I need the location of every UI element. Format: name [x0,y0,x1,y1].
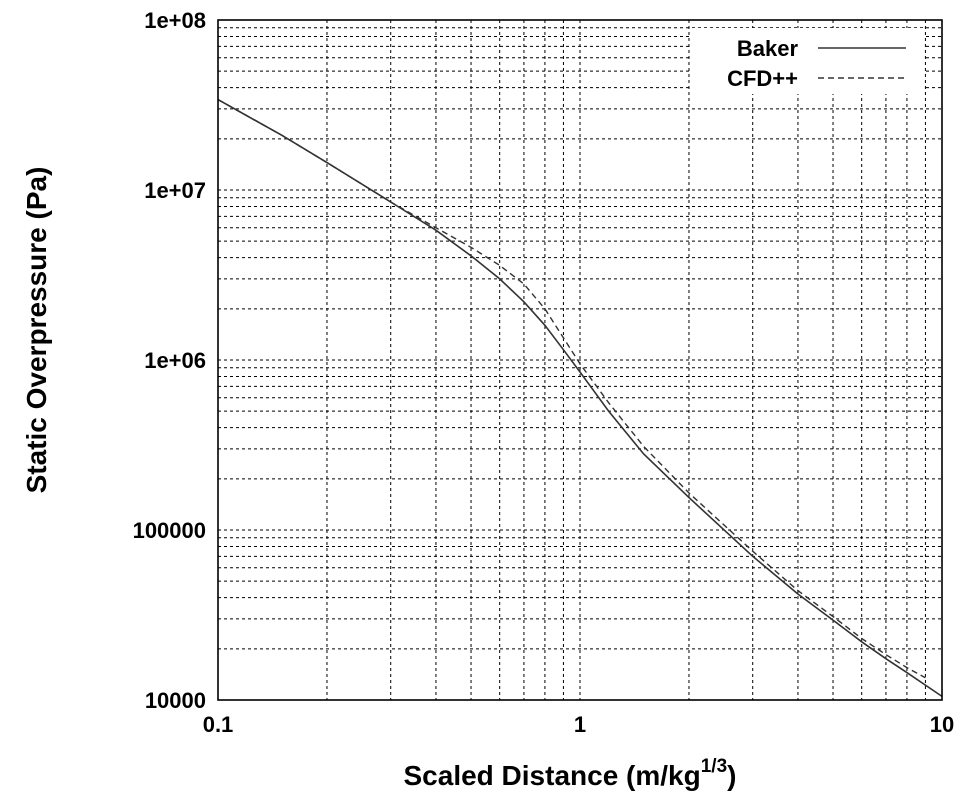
x-axis-title: Scaled Distance (m/kg1/3) [404,756,737,791]
y-tick-label: 1e+06 [144,348,206,373]
legend-label: Baker [737,36,799,61]
x-tick-label: 1 [574,712,586,737]
legend-label: CFD++ [727,66,798,91]
legend: Baker CFD++ [690,28,924,94]
y-tick-label: 1e+07 [144,178,206,203]
legend-background [690,28,924,94]
x-axis-title-main: Scaled Distance (m/kg [404,760,701,791]
grid-lines [218,20,942,700]
tick-labels: 10000 100000 1e+06 1e+07 1e+08 0.1 1 10 [133,8,955,737]
y-tick-label: 1e+08 [144,8,206,33]
plot-frame [217,19,943,701]
series-line-baker [217,98,943,698]
x-tick-label: 10 [930,712,954,737]
series-lines [217,98,943,698]
y-tick-label: 10000 [145,688,206,713]
y-axis-title: Static Overpressure (Pa) [21,167,52,494]
series-line-cfd [217,98,926,679]
y-tick-label: 100000 [133,518,206,543]
x-axis-title-end: ) [727,760,736,791]
x-tick-label: 0.1 [203,712,234,737]
x-axis-title-superscript: 1/3 [701,756,727,777]
